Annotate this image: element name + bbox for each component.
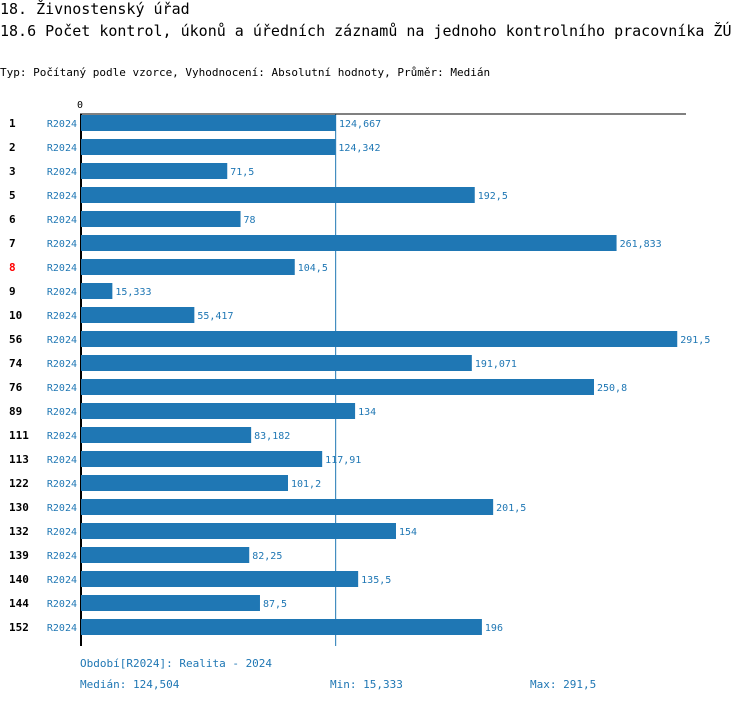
data-label: 117,91 xyxy=(325,455,361,466)
category-label: 144 xyxy=(9,597,29,610)
period-label: R2024 xyxy=(47,263,77,274)
min-stat: Min: 15,333 xyxy=(330,678,403,691)
category-label: 3 xyxy=(9,165,16,178)
period-label: R2024 xyxy=(47,599,77,610)
data-label: 250,8 xyxy=(597,383,627,394)
bar xyxy=(81,235,617,251)
category-label: 113 xyxy=(9,453,29,466)
data-label: 78 xyxy=(244,215,256,226)
period-label: R2024 xyxy=(47,431,77,442)
bar xyxy=(81,211,241,227)
bar xyxy=(81,547,250,563)
category-label: 111 xyxy=(9,429,29,442)
bar xyxy=(81,115,336,131)
data-label: 101,2 xyxy=(291,479,321,490)
data-label: 135,5 xyxy=(361,575,391,586)
bar xyxy=(81,619,482,635)
data-label: 104,5 xyxy=(298,263,328,274)
period-label: R2024 xyxy=(47,239,77,250)
period-label: R2024 xyxy=(47,575,77,586)
bar xyxy=(81,331,678,347)
period-label: R2024 xyxy=(47,623,77,634)
category-label: 139 xyxy=(9,549,29,562)
bar xyxy=(81,475,288,491)
category-label: 130 xyxy=(9,501,29,514)
bar xyxy=(81,307,195,323)
bar xyxy=(81,499,494,515)
bar xyxy=(81,451,323,467)
bar xyxy=(81,283,113,299)
data-label: 201,5 xyxy=(496,503,526,514)
bar xyxy=(81,355,472,371)
period-label: R2024 xyxy=(47,503,77,514)
data-label: 124,342 xyxy=(338,143,380,154)
period-label: R2024 xyxy=(47,119,77,130)
bar xyxy=(81,379,594,395)
x-tick-label: 0 xyxy=(77,100,83,111)
category-label: 132 xyxy=(9,525,29,538)
period-label: R2024 xyxy=(47,359,77,370)
period-label: R2024 xyxy=(47,383,77,394)
period-label: R2024 xyxy=(47,143,77,154)
data-label: 154 xyxy=(399,527,417,538)
data-label: 15,333 xyxy=(115,287,151,298)
category-label: 152 xyxy=(9,621,29,634)
period-label: R2024 xyxy=(47,191,77,202)
bar xyxy=(81,403,356,419)
category-label: 1 xyxy=(9,117,16,130)
bar xyxy=(81,595,260,611)
period-label: R2024 xyxy=(47,407,77,418)
data-label: 55,417 xyxy=(197,311,233,322)
category-label: 10 xyxy=(9,309,22,322)
category-label: 9 xyxy=(9,285,16,298)
bar xyxy=(81,571,359,587)
data-label: 87,5 xyxy=(263,599,287,610)
data-label: 261,833 xyxy=(620,239,662,250)
bar xyxy=(81,259,295,275)
data-label: 83,182 xyxy=(254,431,290,442)
period-label: R2024 xyxy=(47,527,77,538)
period-label: R2024 xyxy=(47,167,77,178)
category-label: 5 xyxy=(9,189,16,202)
data-label: 191,071 xyxy=(475,359,517,370)
chart-title: 18.6 Počet kontrol, úkonů a úředních záz… xyxy=(0,22,732,40)
page-title: 18. Živnostenský úřad xyxy=(0,0,190,18)
median-stat: Medián: 124,504 xyxy=(80,678,180,691)
data-label: 291,5 xyxy=(680,335,710,346)
category-label: 6 xyxy=(9,213,16,226)
period-label: R2024 xyxy=(47,335,77,346)
category-label: 8 xyxy=(9,261,16,274)
data-label: 71,5 xyxy=(230,167,254,178)
data-label: 134 xyxy=(358,407,376,418)
category-label: 76 xyxy=(9,381,23,394)
category-label: 89 xyxy=(9,405,22,418)
period-label: R2024 xyxy=(47,551,77,562)
period-label: R2024 xyxy=(47,311,77,322)
category-label: 122 xyxy=(9,477,29,490)
category-label: 7 xyxy=(9,237,16,250)
data-label: 124,667 xyxy=(339,119,381,130)
bar xyxy=(81,187,475,203)
legend-period: Období[R2024]: Realita - 2024 xyxy=(80,657,273,670)
period-label: R2024 xyxy=(47,215,77,226)
max-stat: Max: 291,5 xyxy=(530,678,597,691)
chart-info: Typ: Počítaný podle vzorce, Vyhodnocení:… xyxy=(0,66,491,79)
period-label: R2024 xyxy=(47,479,77,490)
category-label: 140 xyxy=(9,573,29,586)
bar xyxy=(81,139,336,155)
bar xyxy=(81,427,252,443)
period-label: R2024 xyxy=(47,287,77,298)
bar xyxy=(81,163,228,179)
data-label: 196 xyxy=(485,623,503,634)
data-label: 192,5 xyxy=(478,191,508,202)
category-label: 74 xyxy=(9,357,23,370)
category-label: 2 xyxy=(9,141,16,154)
data-label: 82,25 xyxy=(252,551,282,562)
bar xyxy=(81,523,396,539)
category-label: 56 xyxy=(9,333,23,346)
period-label: R2024 xyxy=(47,455,77,466)
